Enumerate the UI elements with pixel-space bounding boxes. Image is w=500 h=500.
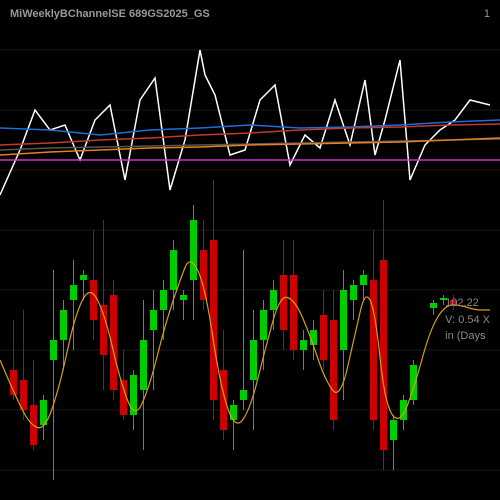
volume-label: V: 0.54 X xyxy=(445,312,490,329)
chart-title-left: MiWeeklyBChannelSE 689GS2025_GS xyxy=(10,8,210,20)
candlestick-chart: MiWeeklyBChannelSE 689GS2025_GS 1 102.22… xyxy=(0,0,500,500)
chart-title-right: 1 xyxy=(484,8,490,20)
timeframe-label: in (Days xyxy=(445,328,490,345)
info-panel: 102.22 V: 0.54 X in (Days xyxy=(445,295,490,345)
chart-canvas xyxy=(0,0,500,500)
price-label: 102.22 xyxy=(445,295,490,312)
